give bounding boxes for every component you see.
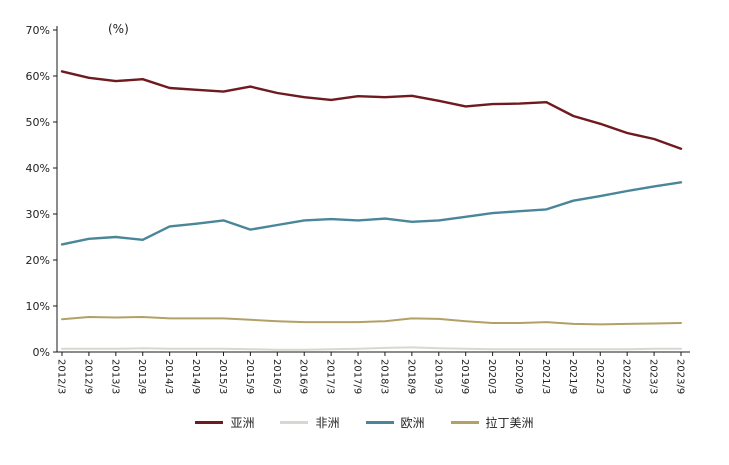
x-tick-label: 2023/3 [648,359,659,394]
x-tick-label: 2013/9 [136,359,147,394]
x-tick-label: 2014/3 [163,359,174,394]
x-tick-label: 2012/3 [56,359,67,394]
x-tick-label: 2020/3 [486,359,497,394]
legend-item-2: 欧洲 [365,414,425,431]
legend-item-0: 亚洲 [195,414,254,431]
series-line-0 [60,70,683,150]
line-chart: 0% 10% 20% 30% 40% 50% 60% 70% 2012/3 2012/9 2013/… [26,24,690,394]
x-tick-label: 2016/9 [298,359,309,394]
x-tick-label: 2017/9 [352,359,363,394]
x-tick-label: 2019/9 [459,359,470,394]
x-tick-label: 2014/9 [190,359,201,394]
x-tick-label: 2018/3 [378,359,389,394]
x-tick-label: 2019/3 [432,359,443,394]
x-tick-label: 2012/9 [82,359,93,394]
x-tick-label: 2016/3 [271,359,282,394]
x-tick-label: 2017/3 [325,359,336,394]
legend-swatch-3 [450,421,479,424]
y-tick-label: 50% [26,116,50,129]
series-line-1 [61,346,682,351]
y-tick-label: 30% [26,208,50,221]
legend-swatch-2 [365,421,394,424]
chart-legend: 亚洲 非洲 欧洲 拉丁美洲 [0,414,729,431]
y-tick-label: 60% [26,70,50,83]
x-tick-label: 2023/9 [675,359,686,394]
series-line-3 [61,316,682,326]
x-tick-label: 2015/9 [244,359,255,394]
y-tick-label: 70% [26,24,50,37]
legend-swatch-1 [280,421,309,424]
y-tick-label: 10% [26,300,50,313]
legend-item-1: 非洲 [280,414,340,431]
x-tick-label: 2022/3 [594,359,605,394]
x-tick-label: 2018/9 [405,359,416,394]
x-tick-label: 2021/3 [540,359,551,394]
y-tick-label: 0% [33,346,50,359]
legend-item-3: 拉丁美洲 [450,414,534,431]
legend-label-3: 拉丁美洲 [485,416,534,430]
x-tick-label: 2020/9 [513,359,524,394]
y-tick-label: 40% [26,162,50,175]
y-tick-label: 20% [26,254,50,267]
legend-label-1: 非洲 [315,416,340,430]
x-tick-label: 2015/3 [217,359,228,394]
series-line-2 [60,181,683,246]
legend-label-0: 亚洲 [230,416,255,430]
x-tick-label: 2022/9 [621,359,632,394]
y-axis-unit-label: (%) [108,22,129,36]
x-tick-label: 2021/9 [567,359,578,394]
x-tick-label: 2013/3 [109,359,120,394]
legend-label-2: 欧洲 [400,416,425,430]
legend-swatch-0 [195,421,224,424]
